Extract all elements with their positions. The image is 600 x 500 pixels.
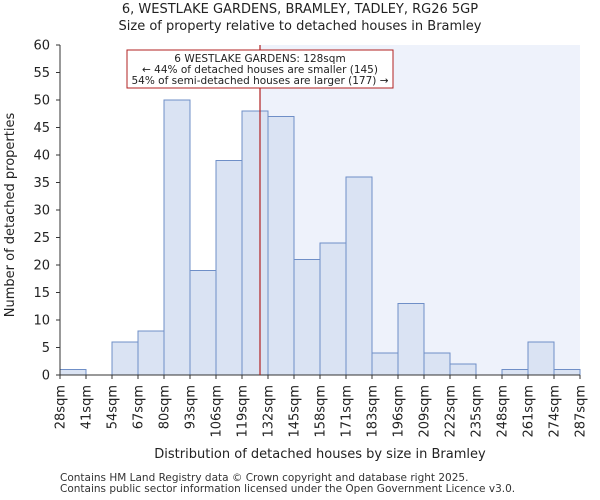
y-tick-label: 35 bbox=[33, 176, 50, 191]
y-tick-label: 40 bbox=[33, 149, 50, 164]
x-tick-label: 106sqm bbox=[210, 385, 225, 438]
x-tick-label: 261sqm bbox=[522, 385, 537, 438]
bar-171sqm bbox=[345, 176, 373, 376]
bar-158sqm bbox=[319, 242, 347, 376]
bar-54sqm bbox=[111, 341, 139, 376]
x-tick-label: 222sqm bbox=[444, 385, 459, 438]
chart-subtitle: Size of property relative to detached ho… bbox=[118, 19, 482, 34]
y-tick-label: 20 bbox=[33, 259, 50, 274]
x-tick-label: 119sqm bbox=[236, 385, 251, 438]
y-ticks-group: 0 5 10 15 20 25 30 35 40 45 50 55 60 bbox=[33, 39, 60, 384]
x-tick-label: 196sqm bbox=[392, 385, 407, 438]
y-axis-label: Number of detached properties bbox=[3, 113, 18, 318]
bars-group bbox=[59, 99, 581, 376]
chart-title: 6, WESTLAKE GARDENS, BRAMLEY, TADLEY, RG… bbox=[121, 2, 479, 17]
y-tick-label: 60 bbox=[33, 39, 50, 54]
bar-132sqm bbox=[267, 116, 295, 376]
x-tick-label: 287sqm bbox=[574, 385, 589, 438]
y-tick-label: 10 bbox=[33, 314, 50, 329]
x-tick-label: 80sqm bbox=[158, 385, 173, 429]
bar-222sqm bbox=[449, 363, 477, 376]
x-tick-label: 93sqm bbox=[184, 385, 199, 429]
x-tick-label: 158sqm bbox=[314, 385, 329, 438]
bar-67sqm bbox=[137, 330, 165, 376]
x-tick-label: 274sqm bbox=[548, 385, 563, 438]
annotation-line-3: 54% of semi-detached houses are larger (… bbox=[132, 75, 389, 87]
x-tick-label: 183sqm bbox=[366, 385, 381, 438]
bar-183sqm bbox=[371, 352, 399, 376]
y-tick-label: 0 bbox=[42, 369, 50, 384]
bar-261sqm bbox=[527, 341, 555, 376]
bar-248sqm bbox=[501, 369, 529, 376]
x-tick-label: 132sqm bbox=[262, 385, 277, 438]
annotation-line-2: ← 44% of detached houses are smaller (14… bbox=[142, 64, 378, 76]
y-tick-label: 50 bbox=[33, 94, 50, 109]
y-tick-label: 30 bbox=[33, 204, 50, 219]
bar-274sqm bbox=[553, 369, 581, 376]
x-tick-label: 235sqm bbox=[470, 385, 485, 438]
bar-145sqm bbox=[293, 259, 321, 376]
x-tick-label: 248sqm bbox=[496, 385, 511, 438]
x-tick-label: 54sqm bbox=[106, 385, 121, 429]
x-tick-label: 145sqm bbox=[288, 385, 303, 438]
y-tick-label: 55 bbox=[33, 66, 50, 81]
y-tick-label: 5 bbox=[42, 341, 50, 356]
annotation-line-1: 6 WESTLAKE GARDENS: 128sqm bbox=[174, 53, 345, 65]
footer-line-2: Contains public sector information licen… bbox=[60, 483, 516, 495]
bar-93sqm bbox=[189, 270, 217, 376]
x-tick-label: 28sqm bbox=[54, 385, 69, 429]
y-tick-label: 15 bbox=[33, 286, 50, 301]
y-tick-label: 25 bbox=[33, 231, 50, 246]
bar-80sqm bbox=[163, 99, 191, 376]
bar-209sqm bbox=[423, 352, 451, 376]
x-axis-label: Distribution of detached houses by size … bbox=[154, 447, 486, 462]
x-tick-label: 209sqm bbox=[418, 385, 433, 438]
x-tick-label: 171sqm bbox=[340, 385, 355, 438]
bar-196sqm bbox=[397, 303, 425, 376]
bar-119sqm bbox=[241, 110, 269, 376]
y-tick-label: 45 bbox=[33, 121, 50, 136]
bar-28sqm bbox=[59, 369, 87, 376]
x-tick-label: 67sqm bbox=[132, 385, 147, 429]
bar-106sqm bbox=[215, 160, 243, 376]
x-ticks-group: 28sqm 41sqm 54sqm 67sqm 80sqm 93sqm 106sqm 119s… bbox=[54, 375, 589, 438]
x-tick-label: 41sqm bbox=[80, 385, 95, 429]
annotation-box bbox=[126, 49, 394, 89]
footer-line-1: Contains HM Land Registry data © Crown c… bbox=[60, 472, 469, 484]
